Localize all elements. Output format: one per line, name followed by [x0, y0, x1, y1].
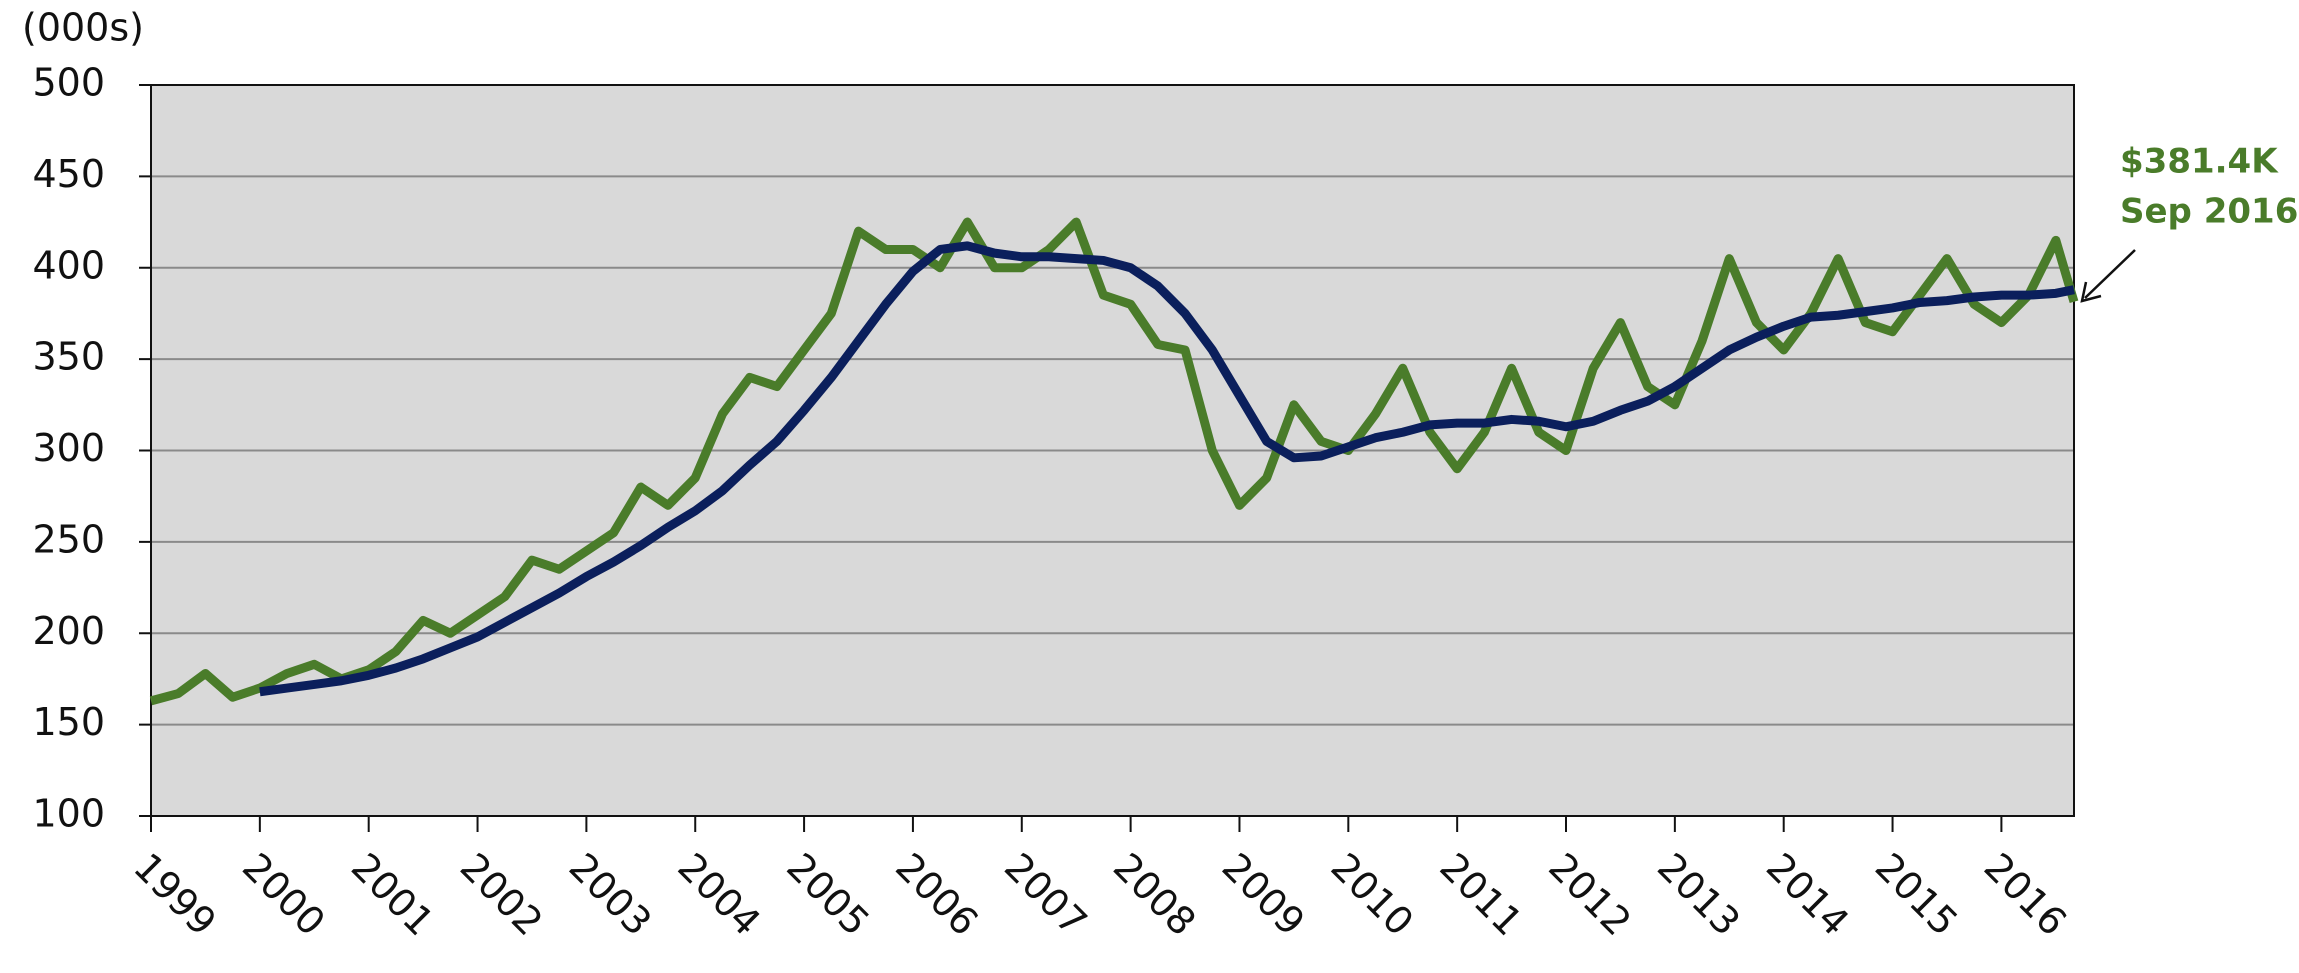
- y-tick-label: 500: [32, 61, 105, 105]
- x-tick-label: 2001: [343, 845, 443, 945]
- x-tick-label: 1999: [125, 845, 225, 945]
- x-tick-label: 2000: [234, 845, 334, 945]
- y-axis-label: (000s): [22, 6, 144, 50]
- y-tick-label: 100: [32, 792, 105, 836]
- x-tick-label: 2015: [1867, 845, 1967, 945]
- line-series: [149, 217, 2079, 706]
- x-tick-label: 2010: [1323, 845, 1423, 945]
- x-tick-label: 2014: [1758, 845, 1858, 945]
- x-tick-label: 2006: [887, 845, 987, 945]
- x-tick-label: 2016: [1976, 845, 2076, 945]
- x-tick-label: 2005: [778, 845, 878, 945]
- x-tick-label: 2009: [1214, 845, 1314, 945]
- x-tick-label: 2013: [1649, 845, 1749, 945]
- x-tick-label: 2002: [452, 845, 552, 945]
- line-series: [259, 241, 2075, 697]
- annotation-arrow: [2084, 249, 2136, 299]
- x-tick-label: 2003: [561, 845, 661, 945]
- y-tick-label: 350: [32, 335, 105, 379]
- y-tick-label: 250: [32, 517, 105, 561]
- plot-border: [150, 84, 2075, 817]
- annotation-date: Sep 2016: [2120, 192, 2298, 232]
- y-tick-label: 300: [32, 426, 105, 470]
- y-tick-label: 200: [32, 609, 105, 653]
- x-tick-label: 2007: [996, 845, 1096, 945]
- y-tick-label: 400: [32, 243, 105, 287]
- x-tick-label: 2008: [1105, 845, 1205, 945]
- annotation-value: $381.4K: [2120, 142, 2279, 182]
- x-tick-label: 2012: [1540, 845, 1640, 945]
- y-tick-label: 150: [32, 700, 105, 744]
- x-tick-label: 2004: [669, 845, 769, 945]
- annotation-arrowhead: [2080, 281, 2102, 303]
- y-tick-label: 450: [32, 152, 105, 196]
- x-tick-label: 2011: [1431, 845, 1531, 945]
